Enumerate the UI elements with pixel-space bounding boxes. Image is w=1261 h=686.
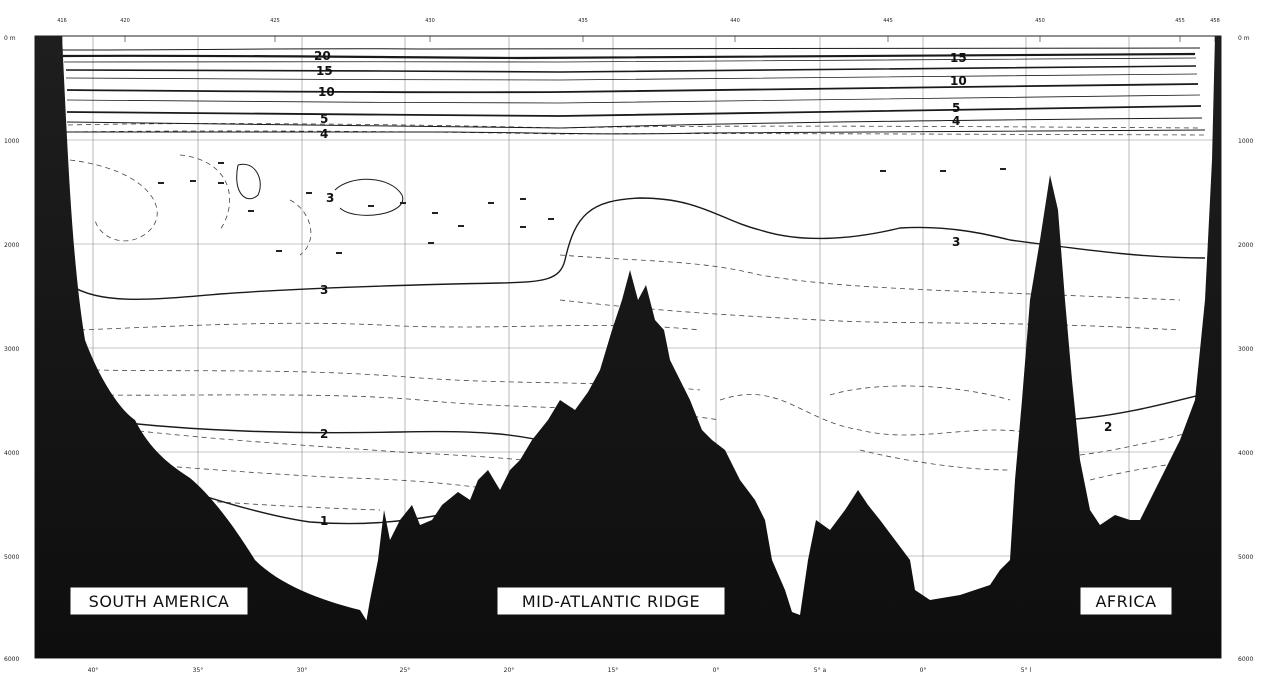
isotherm-label: 3 [326,191,334,205]
ridge-label-box [496,586,726,616]
station-label: 455 [1175,18,1185,24]
isotherm-label: 10 [318,85,335,99]
longitude-label: 25° [400,667,411,674]
station-label: 435 [578,18,588,24]
observation-marks [158,162,1006,254]
isotherm-label: 15 [316,64,333,78]
depth-label: 3000 [1238,346,1253,353]
longitude-label: 5° a [814,667,827,674]
isotherm-label: 20 [314,49,331,63]
station-labels: 416 420 425 430 435 440 445 450 455 458 [57,18,1220,24]
isotherm-label: 5 [952,101,960,115]
ridge-label: MID-ATLANTIC RIDGE [522,592,700,611]
station-ticks [61,36,1216,42]
depth-label: 4000 [1238,450,1253,457]
station-label: 416 [57,18,67,24]
region-labels: SOUTH AMERICA MID-ATLANTIC RIDGE AFRICA [69,586,1173,616]
depth-label: 4000 [4,450,19,457]
depth-label: 1000 [4,138,19,145]
isotherm-label: 3 [320,283,328,297]
depth-label: 3000 [4,346,19,353]
south-america-label-box [69,586,249,616]
africa-label: AFRICA [1095,592,1156,611]
seafloor [35,36,1221,658]
depth-label: 0 m [4,35,16,42]
depth-axis-right: 0 m 1000 2000 3000 4000 5000 6000 [1238,35,1253,663]
isotherm-label: 10 [950,74,967,88]
depth-label: 5000 [1238,554,1253,561]
longitude-label: 20° [504,667,515,674]
depth-label: 1000 [1238,138,1253,145]
isotherm-label: 4 [952,114,960,128]
longitude-label: 40° [88,667,99,674]
station-label: 458 [1210,18,1220,24]
isotherm-label: 15 [950,51,967,65]
depth-label: 6000 [4,656,19,663]
station-label: 425 [270,18,280,24]
station-label: 450 [1035,18,1045,24]
longitude-label: 5° l [1021,667,1032,674]
south-america-label: SOUTH AMERICA [89,592,230,611]
longitude-label: 35° [193,667,204,674]
isotherm-label: 4 [320,127,328,141]
depth-label: 5000 [4,554,19,561]
depth-axis-left: 0 m 1000 2000 3000 4000 5000 6000 [4,35,19,663]
station-label: 420 [120,18,130,24]
isotherm-label: 2 [320,427,328,441]
longitude-label: 15° [608,667,619,674]
station-label: 430 [425,18,435,24]
africa-label-box [1079,586,1173,616]
isotherm-label: 1 [320,514,328,528]
isotherm-labels: 20 15 10 5 4 3 3 3 2 1 15 10 5 4 2 [314,49,1112,528]
isotherm-label: 5 [320,112,328,126]
isotherm-label: 2 [1104,420,1112,434]
longitude-label: 0° [713,667,720,674]
longitude-label: 0° [920,667,927,674]
station-label: 445 [883,18,893,24]
depth-label: 2000 [4,242,19,249]
station-label: 440 [730,18,740,24]
depth-label: 0 m [1238,35,1250,42]
longitude-axis: 40° 35° 30° 25° 20° 15° 0° 5° a 0° 5° l [88,667,1032,674]
longitude-label: 30° [297,667,308,674]
depth-label: 6000 [1238,656,1253,663]
isotherm-label: 3 [952,235,960,249]
depth-label: 2000 [1238,242,1253,249]
mid-atlantic-ridge [360,36,1221,658]
south-america-slope [35,36,390,658]
